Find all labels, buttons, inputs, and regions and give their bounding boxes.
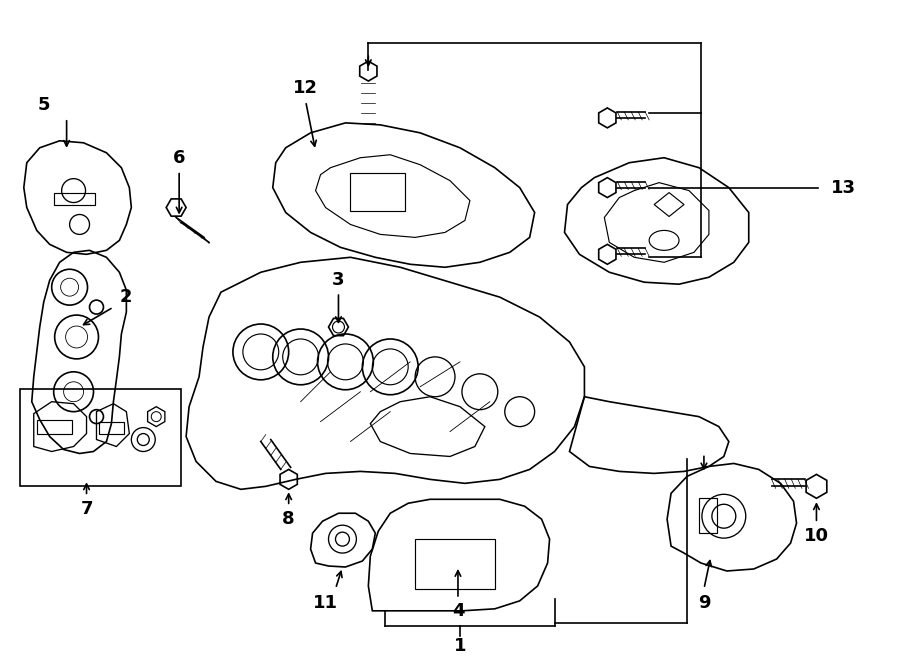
Bar [37,420,72,434]
Text: 9: 9 [698,594,710,612]
Bar [100,422,124,434]
Text: 6: 6 [173,149,185,167]
Bar [350,173,405,211]
Text: 10: 10 [804,527,829,545]
Text: 4: 4 [452,602,464,620]
Text: 1: 1 [454,637,466,655]
Text: 3: 3 [332,271,345,289]
Text: 7: 7 [80,500,93,518]
Text: 13: 13 [831,179,856,197]
Bar [699,498,717,533]
Text: 2: 2 [120,288,132,306]
Text: 8: 8 [283,510,295,528]
Bar [54,193,95,205]
Text: 11: 11 [313,594,338,612]
Bar [20,389,181,487]
Bar [415,539,495,589]
Text: 12: 12 [293,79,318,97]
Text: 5: 5 [38,96,50,114]
